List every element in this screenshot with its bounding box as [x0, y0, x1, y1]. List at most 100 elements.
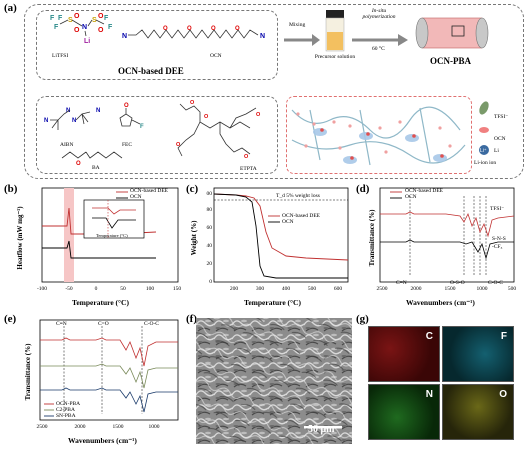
svg-text:300: 300: [256, 286, 265, 292]
svg-text:1500: 1500: [113, 424, 124, 430]
svg-text:500: 500: [508, 286, 516, 292]
svg-text:S: S: [92, 17, 97, 24]
svg-text:100: 100: [146, 286, 155, 292]
sem-scalebar-label: 50 μm: [308, 424, 335, 435]
eds-label-n: N: [425, 389, 433, 400]
network-legend-icons: Li⁺: [479, 101, 489, 155]
svg-text:O: O: [74, 27, 80, 34]
svg-text:O: O: [235, 26, 240, 32]
ftir-d-chart: 2500 2000 1500 1000 500: [377, 187, 516, 292]
panel-a-letter: (a): [4, 2, 17, 14]
svg-text:O: O: [187, 26, 192, 32]
svg-text:0: 0: [209, 279, 212, 285]
svg-text:F: F: [58, 15, 63, 22]
glass-transition-band: [64, 188, 74, 282]
panel-e-letter: (e): [4, 313, 17, 325]
etpta-structure: O O O O O: [176, 100, 261, 160]
eds-map-n: N: [368, 384, 440, 440]
panel-a-frame: [24, 4, 524, 179]
ftir-e-xlabel: Wavenumbers (cm⁻¹): [68, 436, 137, 445]
dsc-ylabel: Heatflow (mW mg⁻¹): [16, 206, 24, 270]
ocn-label: OCN: [210, 53, 222, 59]
svg-text:200: 200: [230, 286, 239, 292]
svg-text:O: O: [76, 161, 81, 166]
svg-text:150: 150: [173, 286, 182, 292]
svg-text:O: O: [124, 103, 129, 109]
panel-c-letter: (c): [186, 183, 199, 195]
svg-text:40: 40: [207, 243, 213, 249]
etpta-label: ETPTA: [240, 166, 257, 172]
svg-text:2000: 2000: [75, 424, 86, 430]
svg-text:O: O: [204, 114, 209, 120]
tga-xlabel: Temperature (°C): [244, 298, 301, 307]
svg-text:O: O: [98, 13, 104, 20]
series-ocn-dee-line: [213, 193, 349, 261]
svg-text:F: F: [108, 24, 113, 31]
svg-text:O: O: [176, 142, 181, 148]
svg-text:500: 500: [308, 286, 317, 292]
network-zoom-box: [286, 96, 472, 174]
svg-text:O: O: [163, 26, 168, 32]
ocn-structure: N O O O O N: [122, 26, 265, 40]
svg-text:80: 80: [207, 207, 213, 213]
ftir-e-legend-c2: C2-PBA: [56, 407, 75, 413]
ocn-pba-cylinder: [415, 17, 489, 49]
svg-text:O: O: [256, 112, 261, 118]
series-ocn-pba: [40, 337, 178, 367]
svg-text:600: 600: [334, 286, 343, 292]
tga-ylabel: Weight (%): [190, 220, 198, 256]
inset-ocn: [92, 217, 136, 229]
insitu-label: In-situ polymerization: [362, 8, 396, 20]
svg-text:Li⁺: Li⁺: [480, 148, 487, 154]
ftir-e-ylabel: Transmittance (%): [24, 343, 32, 401]
ftir-d-ann-oso: O-S-O: [450, 280, 465, 286]
svg-text:2500: 2500: [377, 286, 388, 292]
dsc-legend-dee: OCN-based DEE: [130, 188, 169, 194]
series-ocn-dee-line: [380, 211, 515, 238]
svg-text:O: O: [190, 100, 195, 106]
tga-annotation: T_d 5% weight loss: [276, 193, 320, 199]
svg-text:1000: 1000: [477, 286, 488, 292]
precursor-label: Precursor solution: [314, 54, 356, 60]
eds-map-c: C: [368, 326, 440, 382]
ftir-e-legend-sn: SN-PBA: [56, 413, 76, 419]
dsc-legend-ocn: OCN: [130, 194, 142, 200]
panel-b-letter: (b): [4, 183, 18, 195]
precursor-vial: [325, 10, 345, 52]
series-sn-pba: [40, 387, 178, 413]
legend-ocn: OCN: [494, 136, 506, 142]
ocn-dee-box: [36, 10, 278, 80]
eds-label-c: C: [425, 331, 433, 342]
eds-label-f: F: [500, 331, 507, 342]
fec-structure: O F: [119, 103, 144, 130]
fec-label: FEC: [122, 142, 133, 148]
mixing-arrow: [284, 34, 320, 46]
svg-text:0: 0: [95, 286, 98, 292]
svg-text:N: N: [72, 118, 76, 124]
eds-map-o: O: [442, 384, 514, 440]
svg-text:60: 60: [207, 225, 213, 231]
svg-text:F: F: [140, 124, 144, 130]
svg-text:400: 400: [282, 286, 291, 292]
legend-li: Li: [494, 148, 499, 154]
series-ocn-line: [42, 240, 156, 259]
ftir-d-xlabel: Wavenumbers (cm⁻¹): [406, 298, 475, 307]
mixing-label: Mixing: [289, 22, 306, 28]
tga-chart: 0 20 40 60 80 100 200 300 400 500 600: [206, 187, 349, 292]
sem-image: [196, 318, 352, 444]
series-ocn-line: [380, 239, 514, 260]
svg-text:N: N: [82, 24, 87, 31]
scalebar-line: [304, 426, 342, 429]
svg-text:F: F: [54, 24, 59, 31]
svg-text:O: O: [244, 154, 249, 160]
ftir-e-ann-co: C=O: [98, 321, 109, 327]
ftir-d-legend-dee: OCN-based DEE: [405, 188, 444, 194]
ftir-d-ann-sns: S-N-S: [492, 236, 506, 242]
ftir-e-chart: 2500 2000 1500 1000: [37, 319, 179, 430]
litfsi-label: LiTFSI: [52, 53, 69, 59]
ftir-d-ann-cn: C≡N: [396, 280, 407, 286]
dsc-inset-xlabel: Temperature (°C): [96, 233, 128, 238]
panel-f-letter: (f): [186, 313, 197, 325]
svg-text:O: O: [98, 27, 104, 34]
